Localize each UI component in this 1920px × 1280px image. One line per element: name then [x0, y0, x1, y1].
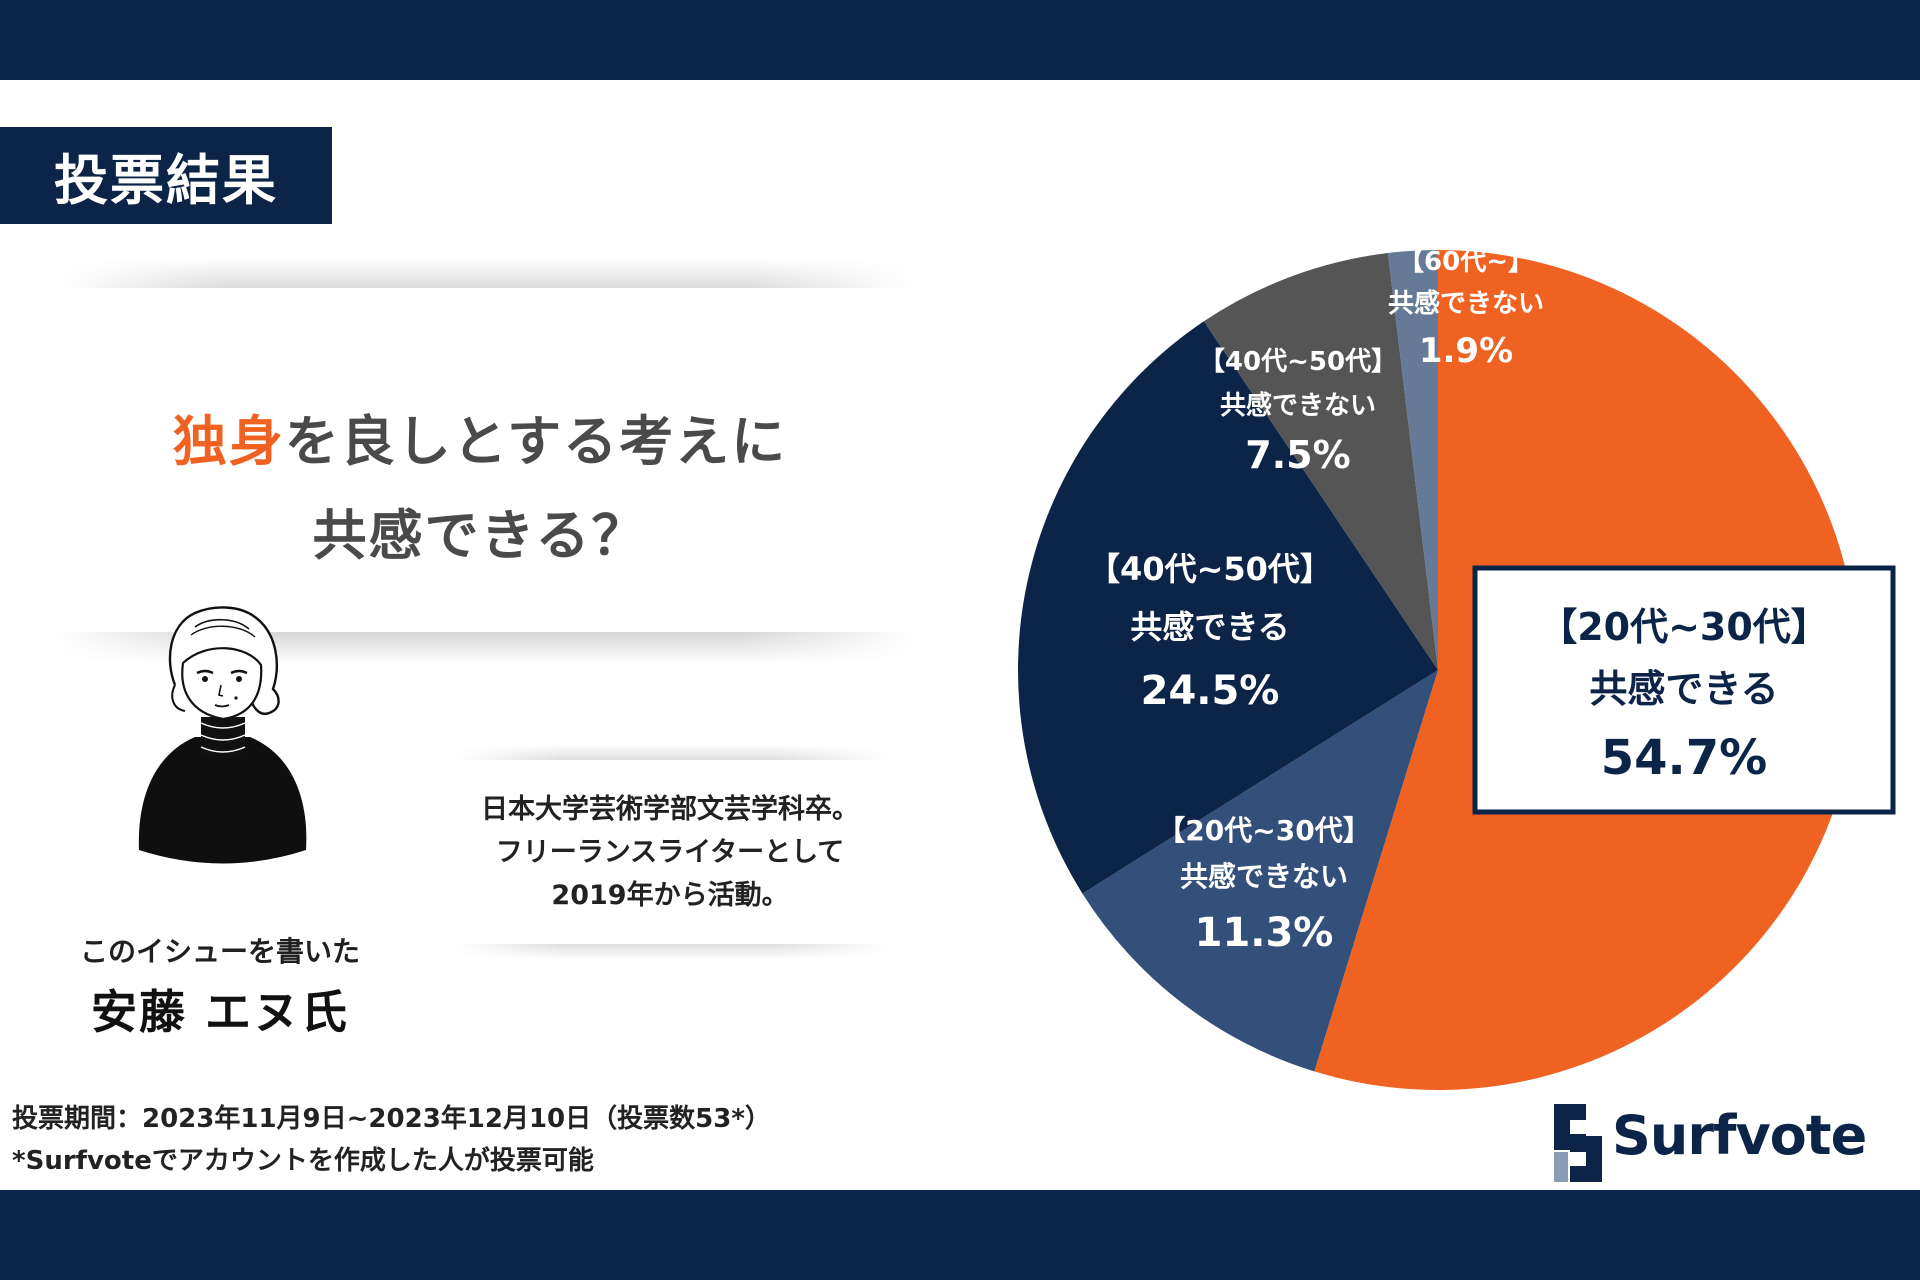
slice-value-label: 1.9% — [1419, 331, 1513, 371]
slice-answer-label: 共感できる — [1589, 667, 1778, 711]
bio-line: フリーランスライターとして — [495, 837, 845, 868]
question-accent: 独身 — [172, 410, 285, 473]
pie-slice — [1082, 670, 1438, 1072]
slice-label-group: 【40代~50代】共感できる 24.5% — [1088, 550, 1332, 714]
author-bio: 日本大学芸術学部文芸学科卒。 フリーランスライターとして 2019年から活動。 — [440, 788, 900, 917]
slice-label-group: 【20代~30代】共感できる 54.7% — [1472, 565, 1896, 815]
author-name: 安藤 エヌ氏 — [90, 985, 349, 1039]
surfvote-wordmark: Surfvote — [1612, 1104, 1867, 1167]
bio-shadow-bottom — [450, 944, 890, 960]
bio-line: 日本大学芸術学部文芸学科卒。 — [481, 794, 859, 825]
slice-group-label: 【20代~30代】 — [1157, 814, 1370, 847]
slice-value-label: 24.5% — [1141, 668, 1280, 714]
slice-answer-label: 共感できる — [1130, 608, 1289, 646]
bio-shadow-top — [450, 744, 890, 760]
surfvote-s-icon — [1554, 1104, 1602, 1182]
highlight-box — [1472, 565, 1896, 815]
slice-group-label: 【60代~】 — [1398, 247, 1534, 277]
slice-group-label: 【20代~30代】 — [1539, 605, 1829, 649]
pie-svg: 【20代~30代】共感できる54.7%【20代~30代】共感できない11.3%【… — [1018, 247, 1896, 1090]
top-banner — [0, 0, 1920, 80]
slice-label-group: 【40代~50代】共感できない 7.5% — [1199, 347, 1397, 477]
slice-answer-label: 共感できない — [1388, 289, 1544, 319]
question-line-2: 共感できる？ — [312, 504, 648, 567]
pie-slice — [1018, 321, 1438, 894]
slice-value-label: 11.3% — [1195, 910, 1334, 956]
poll-result-badge: 投票結果 — [0, 127, 332, 224]
slice-group-label: 【40代~50代】 — [1088, 550, 1332, 588]
voting-note: *Surfvoteでアカウントを作成した人が投票可能 — [12, 1146, 594, 1176]
pie-slice — [1203, 253, 1438, 670]
author-avatar-illustration — [138, 606, 307, 864]
author-caption: このイシューを書いた — [79, 935, 360, 968]
slice-value-label: 54.7% — [1601, 730, 1768, 786]
slice-answer-label: 共感できない — [1180, 860, 1348, 893]
voting-period: 投票期間：2023年11月9日~2023年12月10日（投票数53*） — [12, 1104, 771, 1134]
question-title: 独身を良しとする考えに 共感できる？ — [40, 395, 920, 583]
slice-value-label: 7.5% — [1245, 433, 1350, 477]
question-shadow-top — [55, 258, 915, 288]
question-line-1-rest: を良しとする考えに — [284, 410, 788, 473]
bottom-banner — [0, 1190, 1920, 1280]
bio-line: 2019年から活動。 — [551, 880, 789, 911]
question-line-1: 独身を良しとする考えに — [40, 395, 920, 489]
slice-label-group: 【60代~】共感できない 1.9% — [1388, 247, 1544, 371]
slice-label-group: 【20代~30代】共感できない 11.3% — [1157, 814, 1370, 956]
pie-slice — [1387, 250, 1438, 670]
poll-pie-chart: 【20代~30代】 共感できる 54.7% 【20代~30代】 共感できない 11.3% 【… — [1000, 240, 1920, 1120]
slice-answer-label: 共感できない — [1220, 391, 1376, 421]
slice-group-label: 【40代~50代】 — [1199, 347, 1397, 377]
surfvote-logo: Surfvote — [1548, 1100, 1908, 1186]
